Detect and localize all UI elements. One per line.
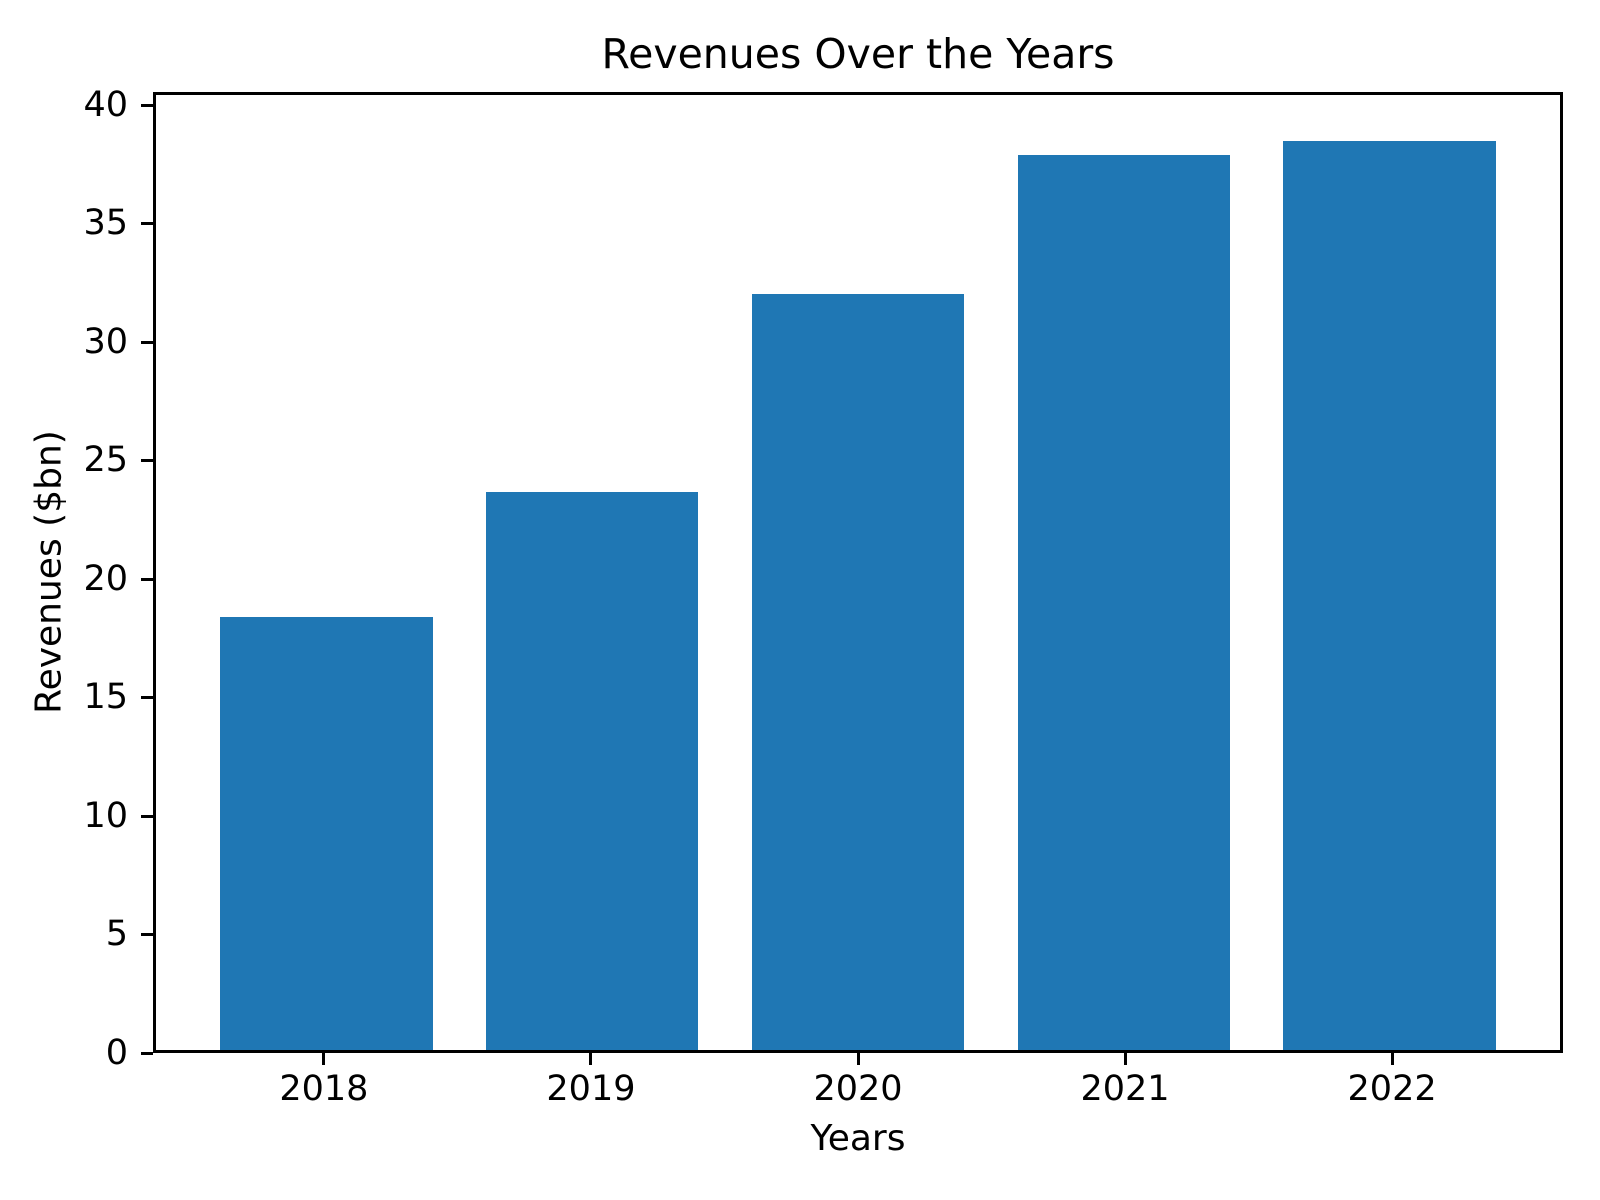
- x-tick-label-2022: 2022: [1347, 1069, 1437, 1109]
- y-tick-mark-5: [141, 933, 153, 936]
- y-tick-mark-35: [141, 222, 153, 226]
- x-tick-mark-2022: [1390, 1053, 1394, 1065]
- y-tick-label-30: 30: [83, 321, 128, 362]
- bar-2022: [1283, 140, 1497, 1050]
- y-tick-mark-20: [141, 577, 153, 581]
- y-tick-label-15: 15: [83, 677, 128, 717]
- bar-2020: [751, 294, 965, 1050]
- y-tick-mark-15: [141, 696, 153, 699]
- y-tick-label-35: 35: [83, 203, 128, 244]
- y-tick-label-0: 0: [105, 1032, 128, 1073]
- y-tick-label-5: 5: [105, 914, 128, 954]
- x-tick-label-2018: 2018: [279, 1069, 369, 1109]
- y-tick-mark-25: [141, 459, 153, 463]
- y-tick-mark-0: [141, 1051, 153, 1055]
- y-tick-label-20: 20: [83, 558, 128, 599]
- y-tick-mark-30: [141, 340, 153, 344]
- y-tick-mark-40: [141, 103, 153, 107]
- y-tick-label-40: 40: [83, 84, 128, 125]
- x-tick-label-2019: 2019: [546, 1069, 636, 1109]
- plot-area: [153, 92, 1563, 1053]
- x-axis-label: Years: [810, 1118, 906, 1159]
- x-tick-mark-2019: [589, 1053, 593, 1065]
- bar-2021: [1017, 155, 1231, 1050]
- y-tick-label-25: 25: [83, 440, 128, 481]
- bar-2019: [485, 491, 699, 1050]
- x-tick-mark-2018: [322, 1053, 326, 1065]
- x-tick-label-2020: 2020: [813, 1069, 903, 1109]
- y-tick-mark-10: [141, 814, 153, 818]
- x-tick-mark-2021: [1123, 1053, 1127, 1065]
- chart-title: Revenues Over the Years: [601, 30, 1115, 78]
- x-tick-mark-2020: [856, 1053, 860, 1065]
- x-tick-label-2021: 2021: [1080, 1069, 1170, 1109]
- y-tick-label-10: 10: [83, 795, 128, 836]
- bar-2018: [219, 616, 433, 1050]
